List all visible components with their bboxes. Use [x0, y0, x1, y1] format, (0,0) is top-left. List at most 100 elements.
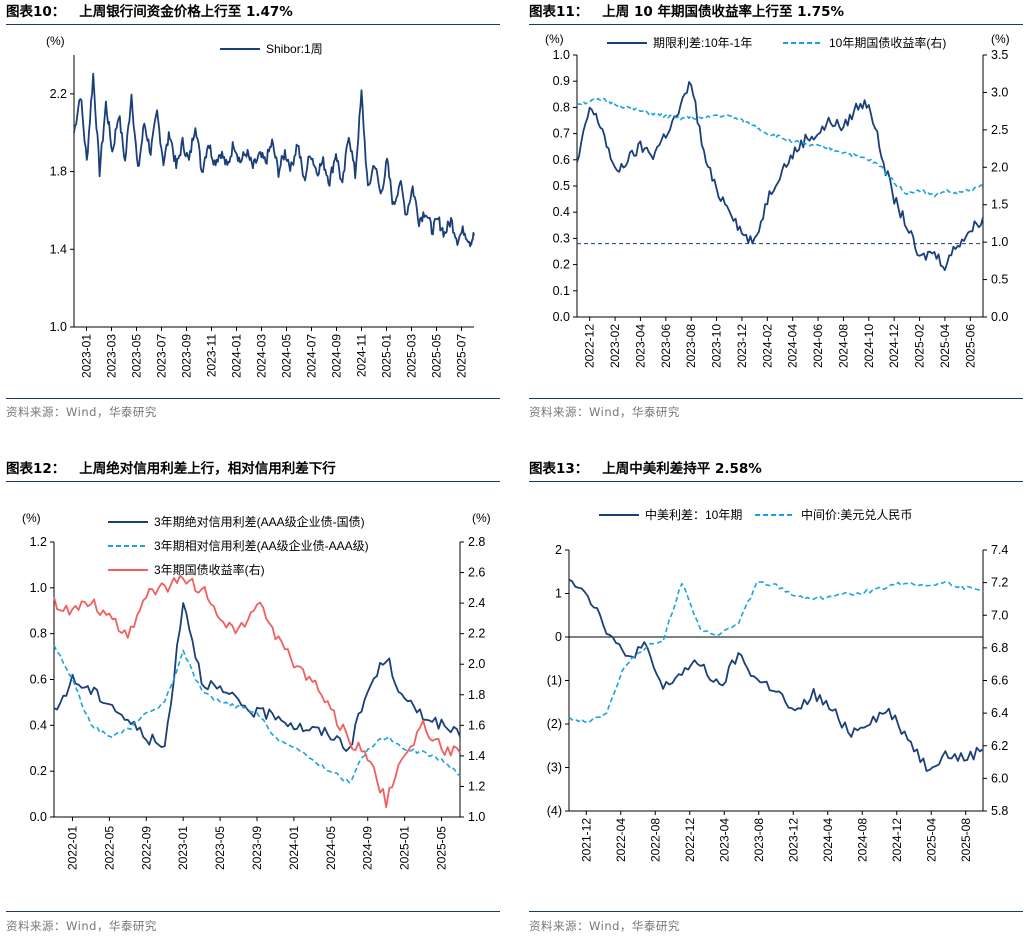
x-tick-label: 2023-08	[752, 818, 766, 862]
y-tick-label-right: 2.6	[468, 566, 485, 580]
unit-label-left: (%)	[545, 32, 564, 46]
y-tick-label-right: 2.8	[468, 535, 485, 549]
y-tick-label: 0.2	[553, 258, 570, 272]
x-tick-label: 2024-12	[890, 818, 904, 862]
x-tick-label: 2024-12	[887, 324, 901, 368]
legend-label: 中美利差：10年期	[645, 507, 742, 522]
chart-area: (%) (%) 0.0 0.1 0.2 0.3 0.4 0.5 0.6 0.7 0.8 0.9 1.0 0…	[545, 32, 1010, 368]
unit-label-right: (%)	[991, 32, 1010, 46]
chart-title: 图表11： 上周 10 年期国债收益率上行至 1.75%	[529, 4, 845, 20]
x-tick-label: 2022-05	[102, 826, 116, 870]
y-tick-label-right: 7.2	[991, 576, 1008, 590]
y-tick-label-right: 3.5	[991, 48, 1008, 62]
y-tick-label-right: 2.0	[468, 657, 485, 671]
y-tick-label: 1.0	[30, 581, 47, 595]
panel-chart-13: 图表13： 上周中美利差持平 2.58% (4) (3) (2) (1) 0 1 2 5.8 6.…	[529, 457, 1023, 937]
x-tick-label: 2025-06	[963, 324, 977, 368]
series-line	[53, 602, 461, 752]
x-tick-label: 2023-12	[786, 818, 800, 862]
y-tick-label: 0.2	[30, 764, 47, 778]
x-tick-label: 2022-12	[683, 818, 697, 862]
chart-area: (%) 1.0 1.4 1.8 2.2 2023-01 2023-03 2023-05 2023…	[46, 34, 475, 378]
y-tick-label: 1.4	[50, 242, 67, 256]
x-tick-label: 2025-04	[924, 818, 938, 862]
legend-label: Shibor:1周	[266, 42, 323, 56]
x-tick-label: 2023-12	[735, 324, 749, 368]
y-tick-label: (3)	[547, 761, 562, 775]
x-tick-label: 2023-04	[633, 324, 647, 368]
x-tick-label: 2024-01	[230, 334, 244, 378]
y-tick-label: 0.7	[553, 127, 570, 141]
x-tick-label: 2023-02	[608, 324, 622, 368]
y-tick-label-right: 1.5	[991, 198, 1008, 212]
panel-chart-11: 图表11： 上周 10 年期国债收益率上行至 1.75% (%) (%) 0.0 0.1…	[529, 0, 1023, 430]
x-tick-label: 2023-11	[205, 334, 219, 377]
source-note: 资料来源：Wind，华泰研究	[529, 405, 680, 419]
x-tick-label: 2023-05	[213, 826, 227, 870]
x-tick-label: 2024-09	[330, 334, 344, 378]
y-tick-label-right: 1.0	[991, 235, 1008, 249]
source-note: 资料来源：Wind，华泰研究	[6, 919, 157, 933]
x-tick-label: 2025-05	[430, 334, 444, 378]
source-note: 资料来源：Wind，华泰研究	[529, 919, 680, 933]
series-line	[73, 72, 475, 248]
y-tick-label: (1)	[547, 674, 562, 688]
legend-label: 中间价:美元兑人民币	[801, 507, 912, 522]
x-tick-label: 2024-04	[786, 324, 800, 368]
y-tick-label: 1.2	[30, 535, 47, 549]
y-tick-label-right: 3.0	[991, 85, 1008, 99]
x-tick-label: 2023-09	[250, 826, 264, 870]
unit-label-left: (%)	[22, 511, 41, 525]
y-tick-label: 1.8	[50, 165, 67, 179]
x-tick-label: 2022-01	[65, 826, 79, 870]
y-tick-label-right: 1.6	[468, 718, 485, 732]
y-tick-label: 0.4	[553, 205, 570, 219]
x-tick-label: 2023-08	[684, 324, 698, 368]
x-tick-label: 2023-01	[80, 334, 94, 378]
y-tick-label-right: 6.6	[991, 674, 1008, 688]
x-tick-label: 2025-07	[455, 334, 469, 378]
y-tick-label: 2.2	[50, 87, 67, 101]
legend-label: 3年期国债收益率(右)	[154, 562, 265, 577]
x-tick-label: 2025-08	[959, 818, 973, 862]
x-tick-label: 2022-04	[614, 818, 628, 862]
legend-label: 10年期国债收益率(右)	[829, 35, 946, 50]
y-tick-label-right: 5.8	[991, 804, 1008, 818]
y-tick-label: 0.8	[553, 100, 570, 114]
x-tick-label: 2023-09	[180, 334, 194, 378]
x-tick-label: 2023-07	[155, 334, 169, 378]
series-line	[53, 574, 461, 809]
x-tick-label: 2023-06	[659, 324, 673, 368]
x-tick-label: 2025-05	[435, 826, 449, 870]
x-tick-label: 2023-01	[176, 826, 190, 870]
x-tick-label: 2022-09	[139, 826, 153, 870]
x-tick-label: 2022-08	[648, 818, 662, 862]
legend-label: 3年期相对信用利差(AA级企业债-AAA级)	[154, 538, 369, 553]
chart-title: 图表10： 上周银行间资金价格上行至 1.47%	[6, 4, 293, 20]
x-tick-label: 2024-06	[811, 324, 825, 368]
x-tick-label: 2024-08	[855, 818, 869, 862]
y-tick-label-right: 7.4	[991, 543, 1008, 557]
unit-label-left: (%)	[46, 34, 65, 48]
x-tick-label: 2024-02	[760, 324, 774, 368]
y-tick-label: 0.0	[30, 810, 47, 824]
y-tick-label: 0.4	[30, 718, 47, 732]
chart-title: 图表12： 上周绝对信用利差上行，相对信用利差下行	[6, 461, 336, 477]
x-tick-label: 2025-01	[380, 334, 394, 378]
series-line	[568, 578, 984, 772]
y-tick-label-right: 6.0	[991, 771, 1008, 785]
x-tick-label: 2021-12	[579, 818, 593, 862]
y-tick-label: 0.1	[553, 284, 570, 298]
y-tick-label: 1	[555, 587, 562, 601]
unit-label-right: (%)	[472, 511, 491, 525]
y-tick-label: 0.9	[553, 74, 570, 88]
y-tick-label: 0.0	[553, 310, 570, 324]
y-tick-label: 2	[555, 543, 562, 557]
x-tick-label: 2025-01	[398, 826, 412, 870]
y-tick-label: 1.0	[50, 320, 67, 334]
x-tick-label: 2024-05	[280, 334, 294, 378]
y-tick-label: 0.6	[30, 673, 47, 687]
x-tick-label: 2024-08	[836, 324, 850, 368]
y-tick-label-right: 1.2	[468, 779, 485, 793]
x-tick-label: 2022-12	[583, 324, 597, 368]
